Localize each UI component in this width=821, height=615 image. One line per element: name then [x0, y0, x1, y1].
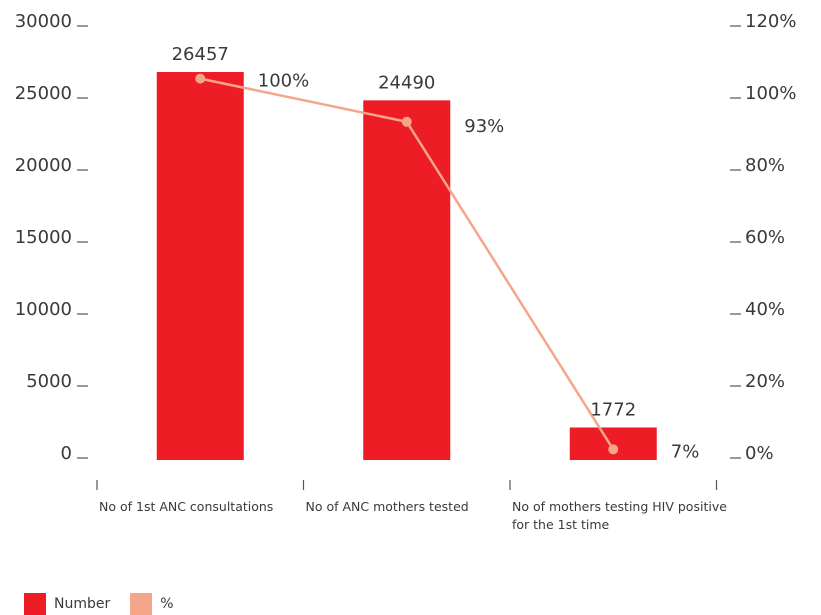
category-label: No of mothers testing HIV positive: [512, 499, 727, 514]
bar: [363, 100, 451, 461]
percent-value-label: 7%: [671, 441, 700, 462]
category-label: No of ANC mothers tested: [306, 499, 469, 514]
left-tick-label: 20000: [15, 155, 72, 176]
bar-series: [156, 72, 657, 461]
right-tick-label: 80%: [745, 155, 785, 176]
legend-swatch-percent: [130, 593, 153, 615]
right-tick-label: 60%: [745, 227, 785, 248]
left-tick-label: 30000: [15, 11, 72, 32]
left-tick-label: 5000: [26, 371, 72, 392]
percent-value-label: 93%: [464, 116, 504, 137]
left-tick-label: 10000: [15, 299, 72, 320]
right-tick-label: 40%: [745, 299, 785, 320]
right-y-axis: 0% 20% 40% 60% 80% 100% 120%: [730, 11, 796, 464]
bar-value-label: 1772: [590, 399, 636, 420]
percent-value-label: 100%: [258, 71, 309, 92]
x-axis: No of 1st ANC consultations No of ANC mot…: [96, 480, 727, 532]
data-labels: 26457 24490 1772 100% 93% 7%: [172, 44, 700, 462]
bar: [569, 427, 657, 460]
right-tick-label: 20%: [745, 371, 785, 392]
legend: Number %: [24, 593, 194, 615]
bar-value-label: 24490: [378, 72, 435, 93]
right-tick-label: 120%: [745, 11, 796, 32]
percent-point: [608, 444, 619, 455]
right-tick-label: 0%: [745, 443, 774, 464]
left-tick-label: 25000: [15, 83, 72, 104]
percent-point: [195, 73, 206, 84]
legend-label-number: Number: [54, 596, 111, 612]
line-series: [195, 73, 619, 455]
legend-item-percent: %: [130, 593, 174, 615]
left-tick-label: 15000: [15, 227, 72, 248]
left-tick-label: 0: [61, 443, 72, 464]
percent-point: [401, 116, 412, 127]
bar-value-label: 26457: [172, 44, 229, 65]
left-y-axis: 0 5000 10000 15000 20000 25000 30000: [15, 11, 88, 464]
category-label: No of 1st ANC consultations: [99, 499, 273, 514]
legend-item-number: Number: [24, 593, 110, 615]
legend-swatch-number: [24, 593, 46, 615]
bar: [156, 72, 244, 461]
legend-label-percent: %: [160, 596, 174, 612]
category-label: for the 1st time: [512, 517, 610, 532]
right-tick-label: 100%: [745, 83, 796, 104]
